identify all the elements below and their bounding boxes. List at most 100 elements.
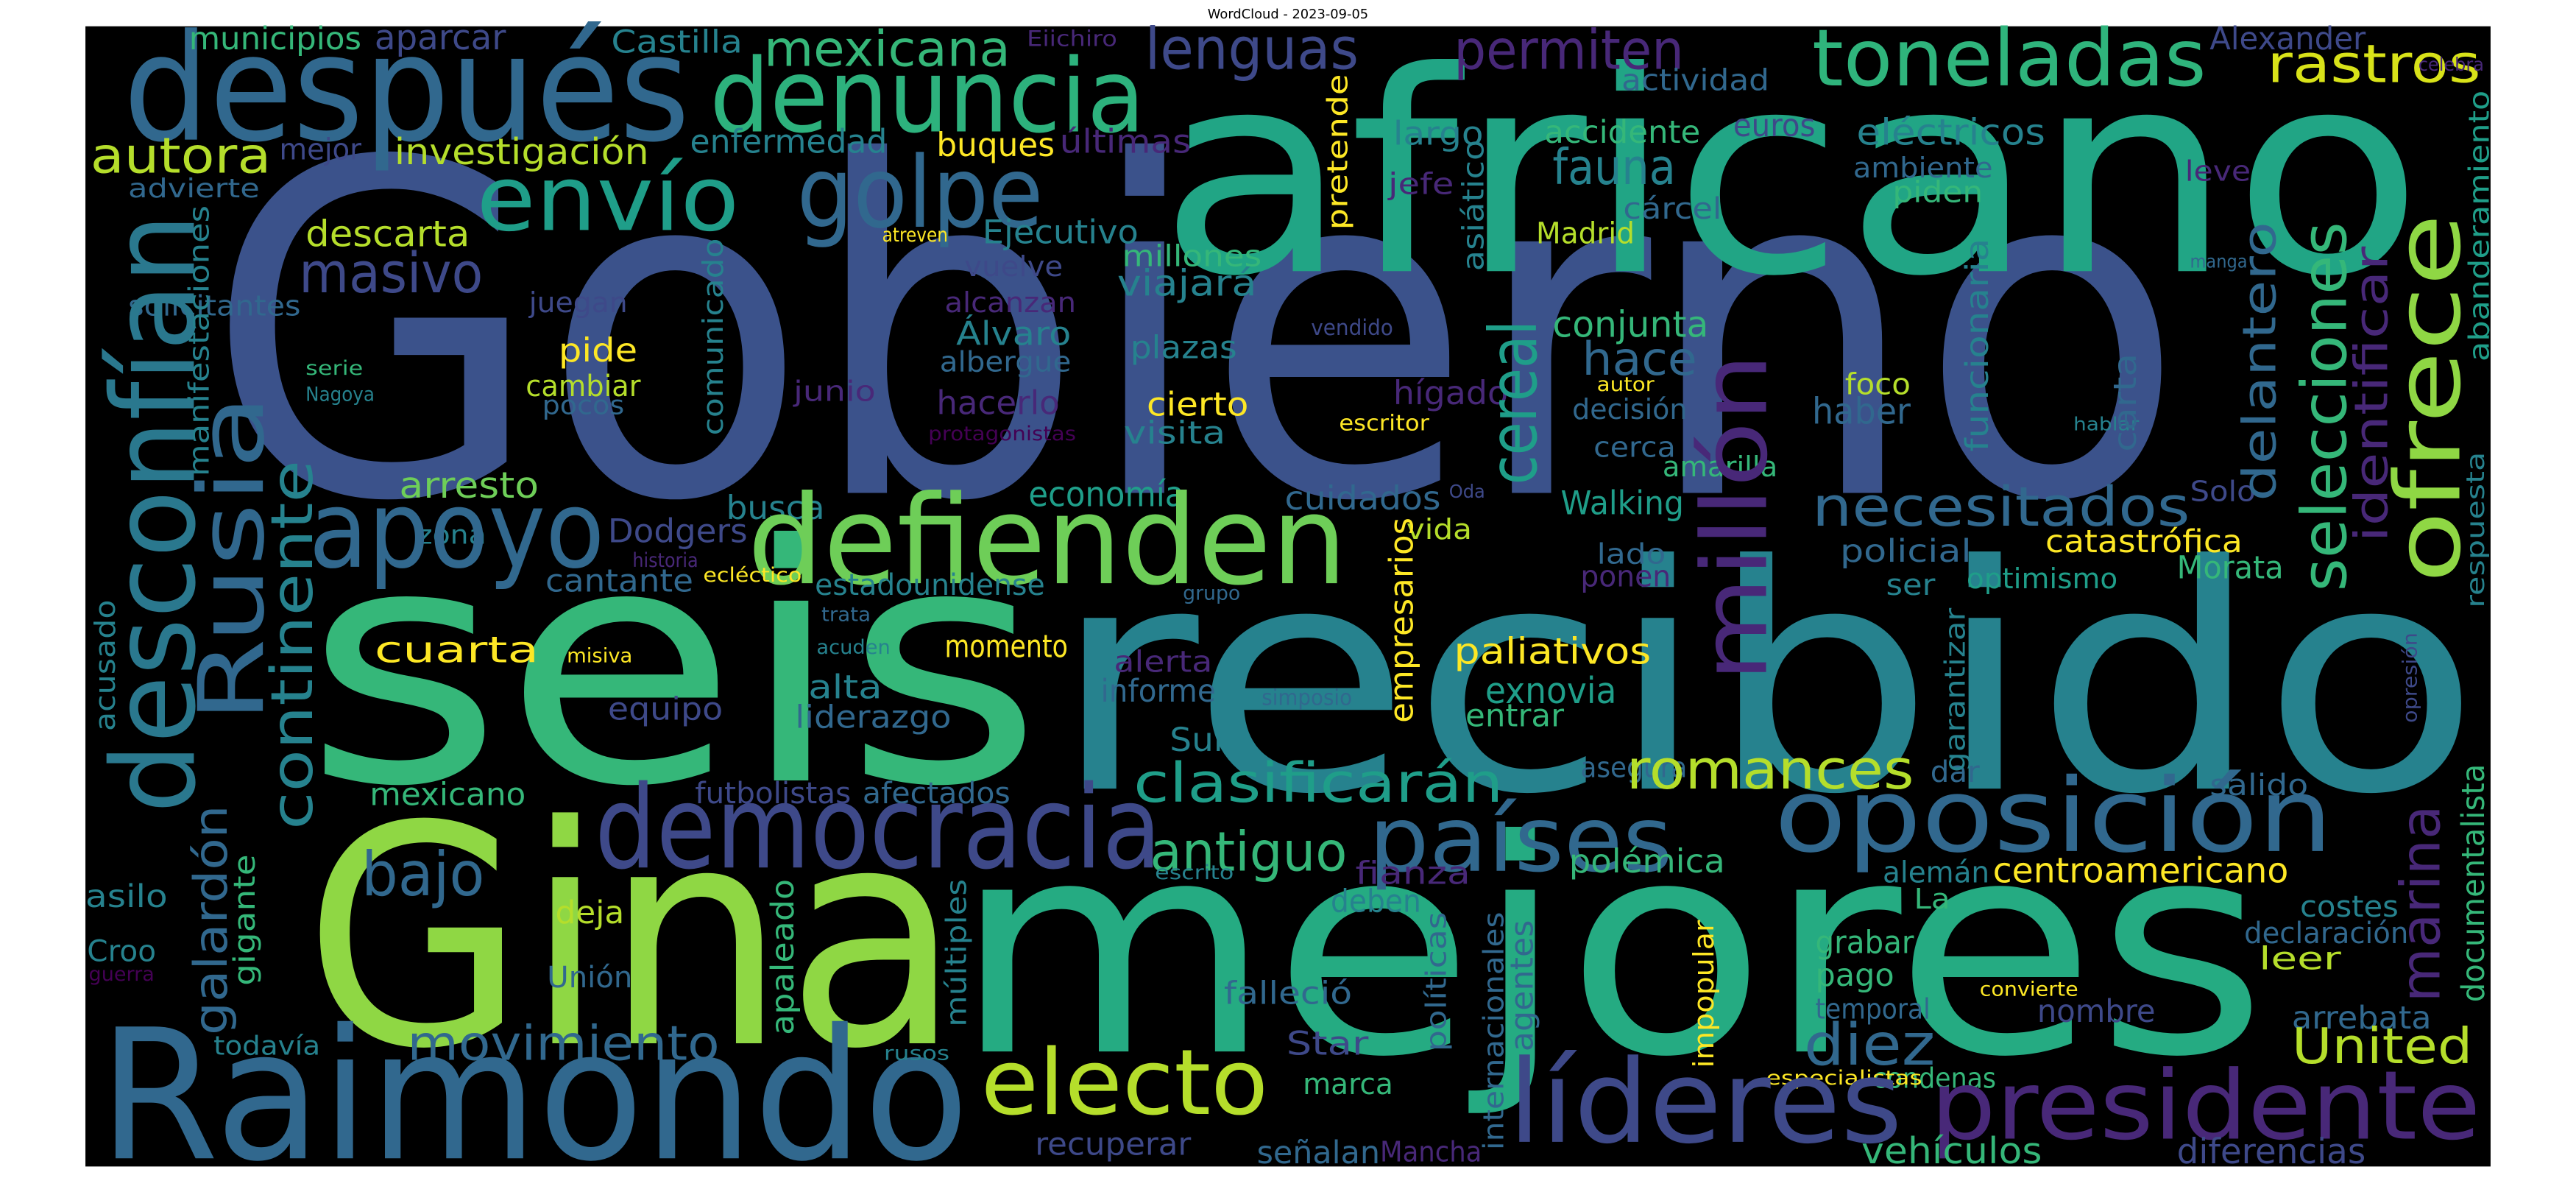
word: electo	[981, 1030, 1269, 1135]
word: afectados	[863, 777, 1011, 811]
word: millones	[1122, 240, 1262, 274]
word: viajará	[1117, 262, 1257, 305]
word: ser	[1886, 568, 1936, 602]
word: impopular	[1688, 920, 1720, 1068]
word: documentalista	[2455, 764, 2491, 1003]
word: diez	[1804, 1012, 1936, 1079]
word: carta	[2107, 353, 2143, 452]
word: leer	[2259, 941, 2341, 977]
word: funcionaria	[1959, 239, 1995, 452]
word: gigante	[228, 854, 262, 986]
word: bajo	[361, 839, 484, 910]
word: Eiichiro	[1027, 26, 1117, 51]
word: zona	[417, 521, 486, 551]
chart-title: WordCloud - 2023-09-05	[1208, 7, 1368, 22]
word: Solo	[2190, 476, 2255, 508]
word: galardón	[184, 805, 238, 1034]
word: defienden	[748, 470, 1348, 613]
word: jefe	[1387, 167, 1454, 201]
word: La	[1914, 883, 1950, 915]
word: Oda	[1449, 481, 1485, 502]
word: advierte	[128, 174, 260, 204]
word: manga	[2190, 251, 2247, 272]
word: alerta	[1114, 646, 1212, 680]
word: asilo	[85, 878, 168, 914]
word: mejor	[279, 133, 361, 166]
plot-background	[85, 26, 2491, 1167]
word: Sun	[1170, 721, 1235, 759]
word: Mancha	[1380, 1136, 1482, 1168]
word: largo	[1393, 114, 1484, 152]
word: ecléctico	[703, 564, 802, 587]
word: Dodgers	[608, 512, 748, 550]
word: Nagoya	[305, 383, 375, 406]
word: garantizar	[1939, 607, 1972, 772]
word: cambiar	[526, 370, 641, 403]
word: pide	[559, 331, 637, 370]
word: rastros	[2267, 34, 2480, 95]
word: lado	[1597, 537, 1666, 570]
word: múltiples	[940, 879, 972, 1027]
word: solicitantes	[128, 289, 300, 322]
word: deben	[1331, 883, 1421, 919]
word: pretende	[1321, 74, 1354, 230]
word: golpe	[797, 135, 1044, 250]
word: catastrófica	[2045, 523, 2243, 560]
word: cárcel	[1623, 192, 1722, 226]
word: Raimondo	[99, 990, 969, 1178]
word: cuidados	[1285, 479, 1441, 518]
word: grabar	[1816, 924, 1914, 960]
word: arresto	[399, 464, 539, 507]
word: junio	[793, 375, 876, 407]
word: romances	[1627, 739, 1914, 802]
word: celebra	[2418, 54, 2484, 75]
word: actividad	[1621, 64, 1769, 98]
word: buques	[936, 126, 1055, 164]
word: polémica	[1569, 842, 1725, 881]
word: autor	[1597, 373, 1655, 396]
word: asiático	[1457, 140, 1491, 272]
word: piden	[1892, 175, 1983, 209]
word: haber	[1812, 390, 1911, 433]
word: protagonistas	[928, 423, 1076, 445]
word: juegan	[528, 286, 628, 319]
word: seis	[304, 476, 1043, 858]
word: democracia	[595, 761, 1161, 895]
word: toneladas	[1812, 13, 2207, 105]
word: visita	[1124, 415, 1225, 451]
word: oposición	[1774, 757, 2333, 875]
word: dar	[1931, 755, 1980, 789]
word: descarta	[305, 213, 470, 255]
word: marca	[1303, 1068, 1393, 1101]
word: abanderamiento	[2463, 91, 2496, 361]
word: mejores	[953, 777, 2268, 1121]
word: masivo	[299, 241, 483, 306]
word: países	[1368, 787, 1672, 892]
word: especialistas	[1766, 1067, 1922, 1090]
word: marina	[2391, 805, 2453, 1002]
word: misiva	[567, 644, 632, 667]
word: asegura	[1580, 752, 1687, 784]
word: vehículos	[1861, 1129, 2042, 1172]
word: ponen	[1580, 560, 1671, 594]
word: Morata	[2177, 550, 2284, 586]
word: Alexander	[2209, 21, 2366, 57]
word: simposio	[1262, 685, 1352, 710]
word: escritor	[1339, 411, 1429, 436]
word: rusos	[884, 1042, 949, 1065]
word: acusado	[89, 600, 121, 732]
word: pocos	[542, 390, 625, 420]
word: plazas	[1130, 329, 1237, 365]
word: envío	[476, 146, 739, 251]
word: atreven	[882, 224, 948, 247]
word: decisión	[1572, 393, 1687, 426]
word: entrar	[1465, 697, 1565, 733]
word: salido	[2209, 769, 2308, 803]
word: millón	[1682, 353, 1788, 682]
word: leve	[2185, 155, 2251, 187]
word: centroamericano	[1993, 851, 2289, 891]
word: aparcar	[375, 18, 506, 58]
word: Madrid	[1536, 216, 1635, 250]
word: respuesta	[2461, 452, 2490, 608]
